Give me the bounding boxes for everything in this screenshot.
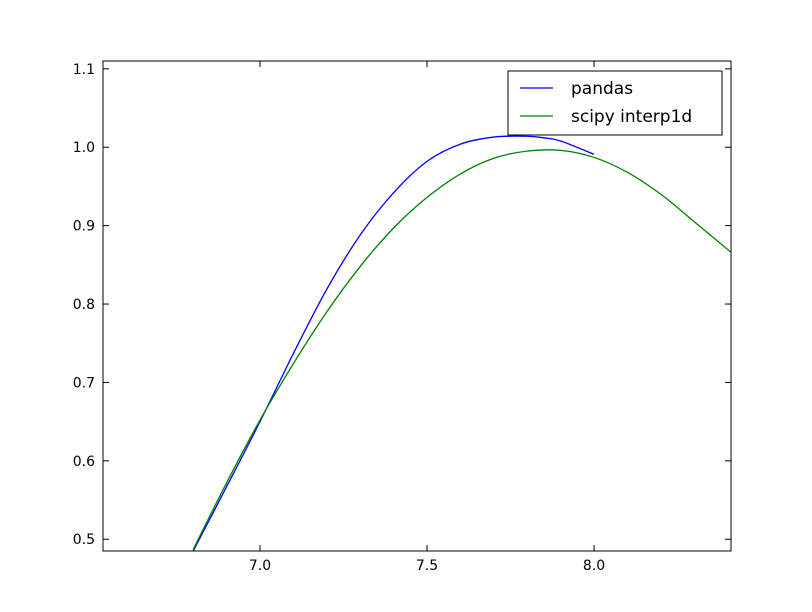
legend-label-1: scipy interp1d xyxy=(571,107,692,127)
series-line-1 xyxy=(192,149,731,550)
y-tick-label: 0.6 xyxy=(73,454,95,470)
x-tick-label: 8.0 xyxy=(583,558,605,574)
ticks-layer: 7.0 7.5 8.0 0.5 0.6 0.7 0.8 0.9 1.0 1.1 xyxy=(73,61,731,574)
legend-box xyxy=(507,70,723,136)
x-tick-label: 7.0 xyxy=(249,558,271,574)
plot-frame xyxy=(102,60,732,552)
legend: pandas scipy interp1d xyxy=(507,70,723,136)
y-tick-label: 0.8 xyxy=(73,297,95,313)
y-tick-label: 1.1 xyxy=(73,62,95,78)
series-line-0 xyxy=(192,135,595,551)
y-tick-label: 0.7 xyxy=(73,375,95,391)
y-tick-label: 0.9 xyxy=(73,219,95,235)
y-tick-label: 0.5 xyxy=(73,532,95,548)
legend-label-0: pandas xyxy=(571,79,633,99)
x-tick-label: 7.5 xyxy=(416,558,438,574)
y-tick-label: 1.0 xyxy=(73,140,95,156)
series-layer xyxy=(192,135,731,551)
plot-background xyxy=(103,61,731,551)
